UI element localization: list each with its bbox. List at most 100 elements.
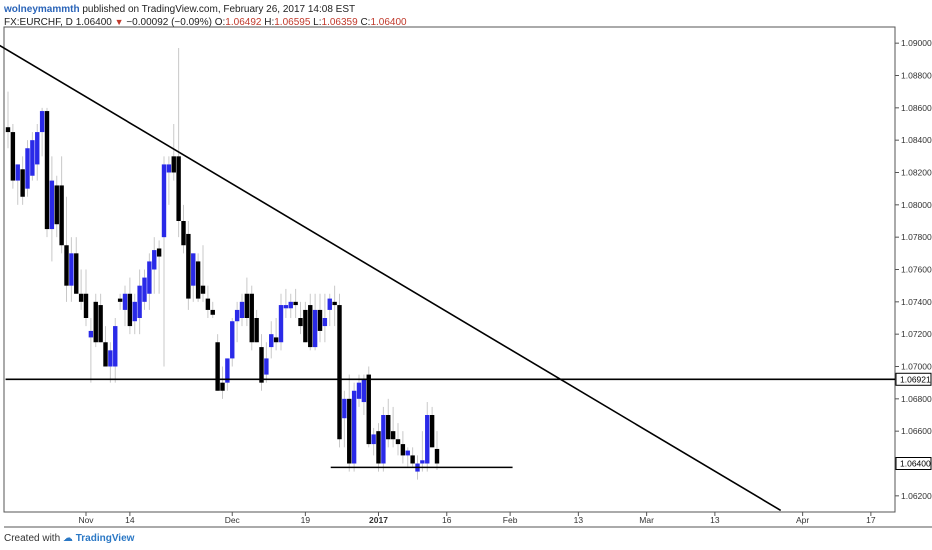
y-tick-label: 1.07400 bbox=[901, 297, 932, 307]
candle-body bbox=[376, 431, 381, 464]
y-tick-label: 1.06800 bbox=[901, 394, 932, 404]
candle-body bbox=[308, 305, 313, 348]
y-tick-label: 1.07800 bbox=[901, 232, 932, 242]
candle-body bbox=[273, 337, 279, 343]
y-tick-label: 1.07200 bbox=[901, 329, 932, 339]
x-tick-label: Apr bbox=[796, 515, 809, 525]
quote-line: FX:EURCHF, D 1.06400 ▼ −0.00092 (−0.09%)… bbox=[4, 16, 407, 29]
high-label: H: bbox=[264, 17, 275, 28]
x-tick-label: 13 bbox=[710, 515, 720, 525]
candle-body bbox=[186, 233, 191, 299]
candle-body bbox=[249, 293, 254, 343]
candle-body bbox=[113, 326, 118, 367]
candle-body bbox=[264, 358, 269, 375]
candle-body bbox=[366, 374, 371, 445]
candle-body bbox=[35, 132, 40, 165]
candle-body bbox=[278, 305, 284, 343]
author-link[interactable]: wolneymammth bbox=[4, 4, 80, 15]
candle-body bbox=[425, 415, 430, 464]
price-label-box bbox=[895, 457, 932, 470]
candle-body bbox=[176, 156, 181, 221]
candle-body bbox=[361, 379, 367, 403]
candle-body bbox=[283, 305, 289, 309]
y-tick-label: 1.09000 bbox=[901, 38, 932, 48]
candle-body bbox=[98, 305, 103, 343]
price-change: −0.00092 (−0.09%) bbox=[126, 17, 212, 28]
candle-body bbox=[152, 250, 157, 270]
candle-body bbox=[59, 185, 64, 246]
candle-body bbox=[205, 298, 211, 310]
candle-body bbox=[78, 293, 84, 302]
x-tick-label: 2017 bbox=[369, 515, 388, 525]
candles bbox=[5, 48, 440, 480]
candle-body bbox=[54, 185, 59, 225]
candle-body bbox=[269, 334, 274, 348]
candle-body bbox=[298, 318, 303, 327]
candle-body bbox=[225, 358, 230, 383]
symbol-label: FX:EURCHF, D bbox=[4, 17, 73, 28]
candle-body bbox=[15, 164, 20, 181]
y-tick-label: 1.06600 bbox=[901, 426, 932, 436]
tradingview-cloud-icon: ☁ bbox=[62, 533, 73, 544]
y-tick-label: 1.08000 bbox=[901, 200, 932, 210]
candle-body bbox=[327, 298, 332, 310]
candle-body bbox=[410, 455, 415, 464]
candle-body bbox=[400, 444, 406, 456]
candle-body bbox=[244, 293, 250, 318]
y-tick-label: 1.06200 bbox=[901, 491, 932, 501]
y-tick-label: 1.08800 bbox=[901, 71, 932, 81]
candle-body bbox=[230, 321, 235, 359]
candle-body bbox=[166, 164, 172, 173]
x-tick-label: 13 bbox=[574, 515, 584, 525]
down-arrow-icon: ▼ bbox=[114, 17, 124, 27]
candle-body bbox=[117, 298, 123, 302]
candle-body bbox=[171, 156, 176, 173]
candle-body bbox=[122, 293, 128, 310]
candle-body bbox=[25, 148, 30, 189]
candle-body bbox=[215, 342, 220, 391]
x-tick-label: 17 bbox=[866, 515, 876, 525]
close-label: C: bbox=[360, 17, 371, 28]
candle-body bbox=[39, 111, 45, 133]
candle-body bbox=[5, 127, 11, 133]
candle-body bbox=[108, 350, 113, 367]
candle-body bbox=[191, 253, 196, 286]
candle-body bbox=[30, 140, 35, 176]
x-tick-label: Mar bbox=[639, 515, 654, 525]
candle-body bbox=[195, 261, 201, 299]
candle-body bbox=[234, 309, 240, 322]
publish-line: wolneymammth published on TradingView.co… bbox=[4, 3, 407, 16]
candle-body bbox=[342, 398, 347, 419]
candle-body bbox=[181, 221, 186, 246]
candle-body bbox=[156, 248, 162, 257]
candle-body bbox=[220, 382, 225, 391]
candle-body bbox=[317, 309, 323, 331]
candle-body bbox=[312, 309, 318, 348]
symbol-header: wolneymammth published on TradingView.co… bbox=[4, 3, 407, 29]
price-label: 1.06921 bbox=[900, 374, 931, 384]
candle-body bbox=[351, 390, 357, 464]
descending-trendline[interactable] bbox=[0, 43, 782, 512]
publish-info: published on TradingView.com, February 2… bbox=[82, 4, 356, 15]
x-tick-label: 19 bbox=[301, 515, 311, 525]
candle-body bbox=[429, 415, 435, 448]
candle-body bbox=[434, 448, 440, 464]
footer: Created with ☁ TradingView bbox=[4, 533, 134, 544]
x-tick-label: Nov bbox=[78, 515, 94, 525]
candle-body bbox=[10, 132, 16, 181]
plot-frame bbox=[3, 26, 896, 513]
candle-body bbox=[137, 285, 142, 318]
candle-body bbox=[142, 277, 147, 302]
tradingview-brand[interactable]: TradingView bbox=[75, 533, 135, 544]
last-price: 1.06400 bbox=[75, 17, 112, 28]
candle-body bbox=[93, 301, 98, 343]
candle-body bbox=[347, 398, 352, 464]
low-label: L: bbox=[313, 17, 322, 28]
candle-body bbox=[390, 431, 396, 440]
candle-body bbox=[20, 169, 25, 197]
y-tick-label: 1.08200 bbox=[901, 168, 932, 178]
x-tick-label: Feb bbox=[503, 515, 518, 525]
x-tick-label: 16 bbox=[442, 515, 452, 525]
